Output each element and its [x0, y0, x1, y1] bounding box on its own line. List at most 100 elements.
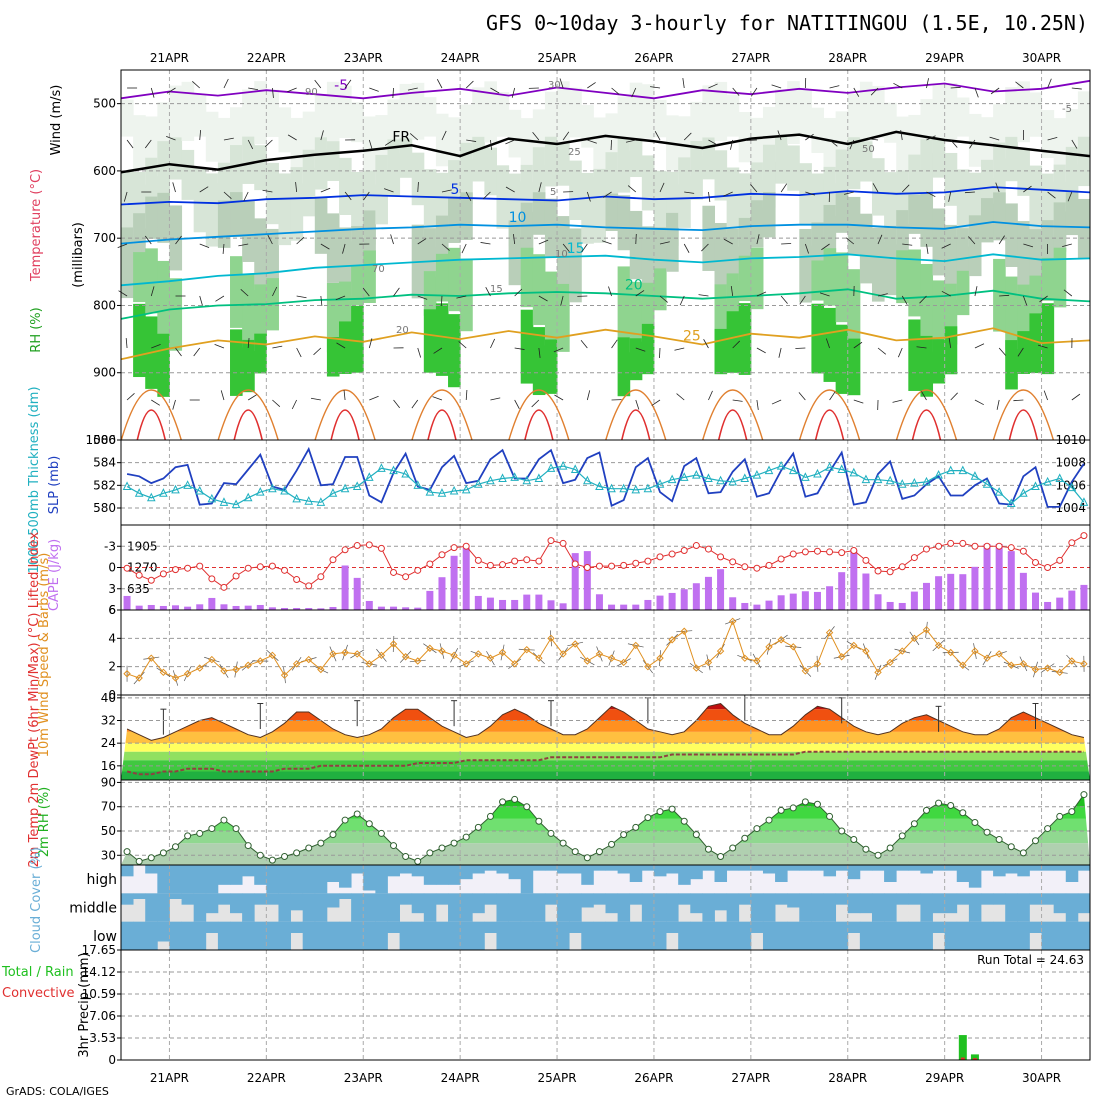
wind-barb [514, 399, 520, 410]
thickness-marker [583, 475, 592, 485]
lifted-index-marker [935, 542, 943, 550]
rh-marker [511, 795, 519, 803]
axis-label: 3hr Precip (mm) [77, 952, 92, 1057]
wind-barb [320, 187, 331, 193]
humidity-shade [532, 192, 546, 235]
lifted-index-marker [329, 556, 337, 564]
humidity-shade [993, 192, 1006, 241]
cloud-cell-high [399, 865, 413, 874]
lifted-index-marker [220, 583, 228, 591]
cloud-cell-middle [847, 893, 861, 914]
wind-barb [635, 347, 646, 352]
cape-bar [571, 553, 579, 610]
wind-barb [1071, 393, 1081, 401]
wind-barb [441, 189, 452, 193]
chart-title: GFS 0~10day 3-hourly for NATITINGOU (1.5… [486, 11, 1088, 35]
isotherm-30-arc [621, 409, 651, 441]
cape-bar [511, 599, 519, 610]
wind-barb [1037, 344, 1048, 349]
humidity-shade [605, 193, 619, 231]
wind-barb [974, 399, 984, 406]
humidity-shade [993, 258, 1006, 332]
rh-marker [632, 823, 640, 831]
wind-barb [461, 243, 467, 254]
cloud-cell-low [629, 921, 643, 950]
isotherm-line [120, 327, 1091, 361]
humidity-shade [702, 137, 716, 180]
humidity-shade [823, 204, 837, 257]
thickness-marker [1043, 476, 1052, 486]
wind-barb [248, 87, 259, 91]
rh-marker [135, 857, 143, 865]
isotherm-25-arc [992, 389, 1055, 441]
wind-barb [877, 234, 883, 245]
wind-barb [701, 243, 709, 252]
humidity-shade [641, 323, 655, 375]
cape-bar [281, 607, 289, 610]
lifted-index-marker [159, 570, 167, 578]
humidity-shade [435, 253, 449, 302]
cloud-cell-high [811, 865, 824, 871]
humidity-shade [544, 271, 558, 346]
axis-label: CAPE (J/kg) [47, 539, 62, 611]
wind-barb [777, 130, 782, 141]
wind-barb [1023, 243, 1034, 248]
cloud-cell-low [460, 921, 473, 950]
humidity-shade [351, 171, 364, 242]
rh-marker [159, 849, 167, 857]
lifted-index-marker [995, 542, 1003, 550]
cloud-cell-low [944, 921, 958, 950]
wind-barb [287, 87, 297, 93]
cloud-cell-middle [1053, 893, 1067, 914]
axis-label: Cloud Cover (%) [29, 847, 44, 953]
wind-speed-marker [777, 636, 785, 644]
cloud-cell-low [1041, 921, 1055, 950]
tick-label: 7.06 [89, 1009, 116, 1023]
thickness-marker [207, 493, 217, 503]
tick-label: 6 [108, 603, 116, 617]
wind-speed-marker [377, 651, 386, 660]
cloud-cell-middle [859, 893, 873, 914]
isotherm-25-arc [895, 389, 958, 441]
lifted-index-marker [293, 576, 301, 584]
lifted-index-marker [583, 564, 591, 571]
humidity-shade [932, 339, 946, 384]
wind-barb [1047, 137, 1058, 141]
humidity-shade [617, 337, 631, 397]
axis-label: 10m Wind Speed & Barbs (m/s) [37, 553, 52, 758]
lifted-index-marker [886, 568, 894, 576]
rh-marker [983, 828, 991, 836]
wind-barb [610, 139, 612, 151]
rh-marker [668, 805, 676, 813]
cloud-cell-low [787, 921, 800, 950]
wind-barb [1013, 399, 1024, 402]
wind-barb [974, 286, 978, 297]
lifted-index-marker [692, 542, 700, 550]
thickness-marker [849, 467, 859, 477]
wind-barb [392, 87, 394, 99]
humidity-shade [339, 157, 352, 216]
humidity-shade [387, 139, 401, 197]
wind-speed-marker [147, 654, 155, 662]
tick-label: 6 [108, 603, 116, 617]
wind-barb [659, 241, 670, 245]
cloud-cell-high [1041, 865, 1055, 871]
tick-label: -3 [104, 539, 116, 553]
cloud-cell-high [448, 865, 461, 885]
wind-speed-marker [922, 626, 931, 634]
date-label-top: 23APR [344, 51, 383, 65]
wind-speed-marker [825, 628, 834, 637]
isotherm-line [120, 130, 1091, 174]
humidity-shade [787, 81, 800, 144]
wind-barb [659, 347, 661, 359]
humidity-shade [411, 82, 425, 140]
cloud-cell-middle [775, 893, 788, 905]
wind-barb [877, 347, 887, 355]
humidity-shade [266, 89, 279, 138]
wind-barb [393, 287, 400, 297]
cape-bar [268, 607, 276, 610]
date-label-bottom: 29APR [925, 1071, 964, 1085]
rh-marker [486, 812, 494, 820]
lifted-index-marker [813, 547, 821, 555]
wind-barb [698, 294, 709, 297]
